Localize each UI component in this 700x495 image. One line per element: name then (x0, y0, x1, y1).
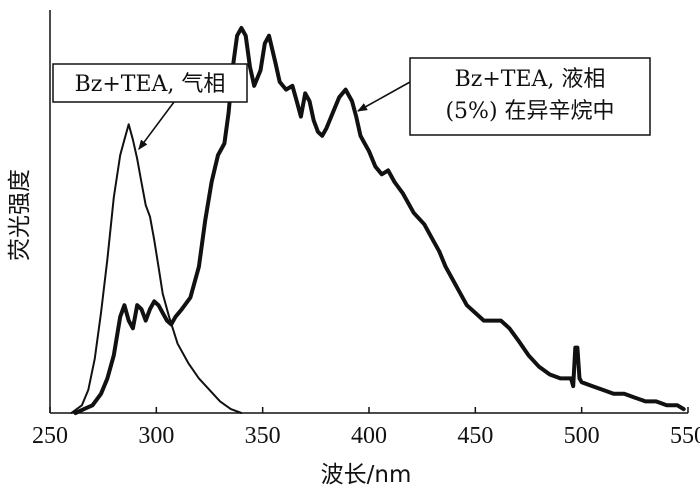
x-tick-label: 350 (245, 423, 281, 449)
annotation-box-gas (52, 63, 248, 103)
series-line-1 (70, 123, 243, 414)
series-line-2 (73, 26, 686, 415)
x-tick-label: 450 (457, 423, 493, 449)
x-tick-label: 250 (32, 423, 68, 449)
annotation-layer: Bz+TEA, 气相 Bz+TEA, 液相 (5%) 在异辛烷中 (52, 57, 651, 151)
x-axis-title: 波长/nm (321, 462, 412, 488)
annotation-label-gas: Bz+TEA, 气相 (75, 72, 226, 97)
annotation-box-liquid (409, 57, 651, 136)
x-tick-label: 400 (351, 423, 387, 449)
y-axis-title: 荧光强度 (7, 169, 33, 261)
annotation-label-liquid-line-1: Bz+TEA, 液相 (455, 67, 606, 92)
annotation-arrow-gas (138, 101, 175, 151)
x-tick-label: 550 (670, 423, 700, 449)
axes: 250 300 350 400 450 500 550 (32, 10, 700, 449)
x-tick-label: 500 (564, 423, 600, 449)
x-tick-label: 300 (138, 423, 174, 449)
annotation-arrow-liquid (357, 81, 411, 112)
annotation-label-liquid-line-2: (5%) 在异辛烷中 (445, 99, 614, 124)
series-layer (70, 26, 686, 415)
